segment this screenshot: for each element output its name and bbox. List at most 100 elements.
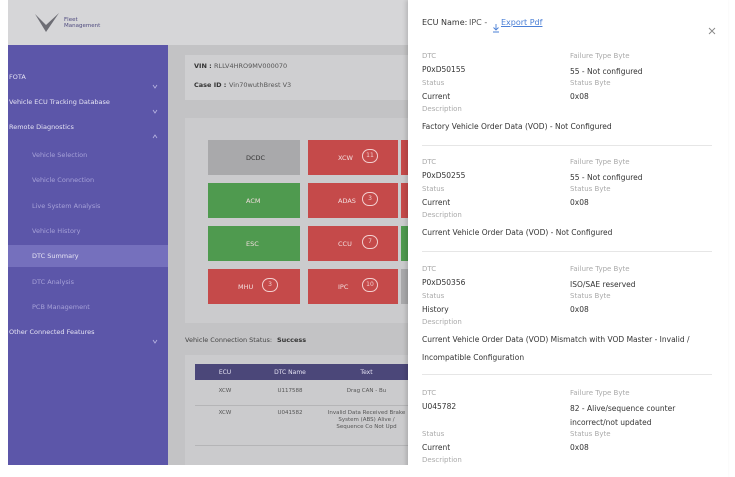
- export-pdf-link[interactable]: Export Pdf: [501, 18, 543, 27]
- chevron: [152, 74, 158, 93]
- table-header-cell[interactable]: Text: [360, 369, 373, 376]
- failure-label: Failure Type Byte: [570, 389, 630, 397]
- menu-item[interactable]: FOTA: [9, 73, 26, 81]
- ecu-tile[interactable]: [308, 226, 398, 261]
- table-row: [195, 380, 408, 406]
- menu-item[interactable]: Vehicle History: [32, 227, 81, 235]
- description-value: Factory Vehicle Order Data (VOD) - Not C…: [422, 122, 612, 131]
- status-byte-value: 0x08: [570, 92, 589, 101]
- vehicle-card: [185, 55, 408, 100]
- status-label: Status: [422, 79, 445, 87]
- failure-value: 55 - Not configured: [570, 173, 643, 182]
- ecu-tile[interactable]: [208, 226, 300, 261]
- ecu-tile-partial: [401, 140, 408, 175]
- ecu-name: MHU: [238, 283, 254, 291]
- description-label: Description: [422, 211, 462, 219]
- ecu-tile-partial: [401, 269, 408, 304]
- connection-label: Vehicle Connection Status:: [185, 336, 273, 344]
- menu-item[interactable]: Vehicle Connection: [32, 176, 95, 184]
- table-header: [195, 364, 408, 380]
- screen-border-bottom: [0, 465, 408, 477]
- download-icon-svg: [493, 24, 499, 33]
- ecu-tile-partial: [401, 183, 408, 218]
- chevron: [152, 124, 158, 143]
- ecu-tile[interactable]: [208, 269, 300, 304]
- top-bar: [168, 0, 408, 45]
- chevron: [152, 99, 158, 118]
- ecu-count-badge: 3: [362, 192, 378, 206]
- ecu-tile[interactable]: [308, 269, 398, 304]
- status-label: Status: [422, 430, 445, 438]
- dtc-code: U045782: [422, 402, 457, 411]
- failure-value: 82 - Alive/sequence counter incorrect/no…: [570, 404, 676, 427]
- menu-item[interactable]: PCB Management: [32, 303, 90, 311]
- ecu-name: XCW: [338, 154, 353, 162]
- chevron-svg: [152, 84, 158, 89]
- table-cell: XCW: [218, 410, 232, 416]
- menu-item[interactable]: DTC Analysis: [32, 278, 74, 286]
- case-value: Vin70wuthBrest V3: [229, 81, 292, 89]
- status-byte-value: 0x08: [570, 443, 589, 452]
- table-cell: Drag CAN - Bu: [346, 388, 387, 394]
- ecu-name: CCU: [338, 240, 352, 248]
- status-byte-label: Status Byte: [570, 292, 611, 300]
- table-header-cell[interactable]: ECU: [218, 369, 232, 376]
- status-value: Current: [422, 443, 451, 452]
- table-header-cell[interactable]: DTC Name: [274, 369, 306, 376]
- menu-active-bg: [8, 245, 168, 267]
- table-cell: U117588: [277, 388, 303, 394]
- ecu-tile[interactable]: [308, 140, 398, 175]
- description-label: Description: [422, 318, 462, 326]
- ecu-tile[interactable]: [208, 183, 300, 218]
- ecu-count-badge: 7: [362, 235, 378, 249]
- ecu-count-badge: 11: [362, 149, 378, 163]
- ecu-name: ADAS: [338, 197, 356, 205]
- case-label: Case ID :: [194, 81, 227, 89]
- entry-divider: [422, 145, 712, 146]
- drawer: [408, 0, 728, 477]
- ecu-name: DCDC: [246, 154, 266, 162]
- menu-item[interactable]: Other Connected Features: [9, 328, 95, 336]
- entry-divider: [422, 251, 712, 252]
- menu-item[interactable]: Live System Analysis: [32, 202, 101, 210]
- status-label: Status: [422, 292, 445, 300]
- dtc-label: DTC: [422, 52, 437, 60]
- entry-divider: [422, 374, 712, 375]
- table-cell: XCW: [218, 388, 232, 394]
- status-byte-label: Status Byte: [570, 79, 611, 87]
- failure-label: Failure Type Byte: [570, 158, 630, 166]
- drawer-title: ECU Name:: [422, 18, 468, 27]
- menu-item[interactable]: Remote Diagnostics: [9, 123, 74, 131]
- table-row: [195, 405, 408, 446]
- ecu-tile[interactable]: [308, 183, 398, 218]
- logo-text: Fleet Management: [64, 17, 101, 29]
- dtc-label: DTC: [422, 265, 437, 273]
- chevron-svg: [152, 134, 158, 139]
- vin-label: VIN :: [194, 62, 212, 70]
- status-label: Status: [422, 185, 445, 193]
- menu-item[interactable]: DTC Summary: [32, 252, 79, 260]
- dtc-code: P0xD50356: [422, 278, 466, 287]
- description-value: Current Vehicle Order Data (VOD) - Not C…: [422, 228, 613, 237]
- failure-value: ISO/SAE reserved: [570, 280, 636, 289]
- table-cell: U041582: [277, 410, 303, 416]
- status-byte-value: 0x08: [570, 305, 589, 314]
- vin-value: RLLV4HRO9MV000070: [214, 62, 288, 70]
- status-byte-label: Status Byte: [570, 430, 611, 438]
- menu-item[interactable]: Vehicle ECU Tracking Database: [9, 98, 110, 106]
- ecu-tile[interactable]: [208, 140, 300, 175]
- menu-item[interactable]: Vehicle Selection: [32, 151, 88, 159]
- chevron-svg: [152, 339, 158, 344]
- status-value: Current: [422, 92, 451, 101]
- failure-label: Failure Type Byte: [570, 52, 630, 60]
- table-cell: Invalid Data Received Brake System (ABS)…: [327, 410, 406, 430]
- close-button[interactable]: [708, 20, 716, 39]
- drawer-ecu: IPC -: [469, 18, 488, 27]
- description-label: Description: [422, 456, 462, 464]
- status-byte-label: Status Byte: [570, 185, 611, 193]
- ecu-count-badge: 3: [262, 278, 278, 292]
- logo-mark: [34, 12, 60, 38]
- dtc-label: DTC: [422, 389, 437, 397]
- dtc-label: DTC: [422, 158, 437, 166]
